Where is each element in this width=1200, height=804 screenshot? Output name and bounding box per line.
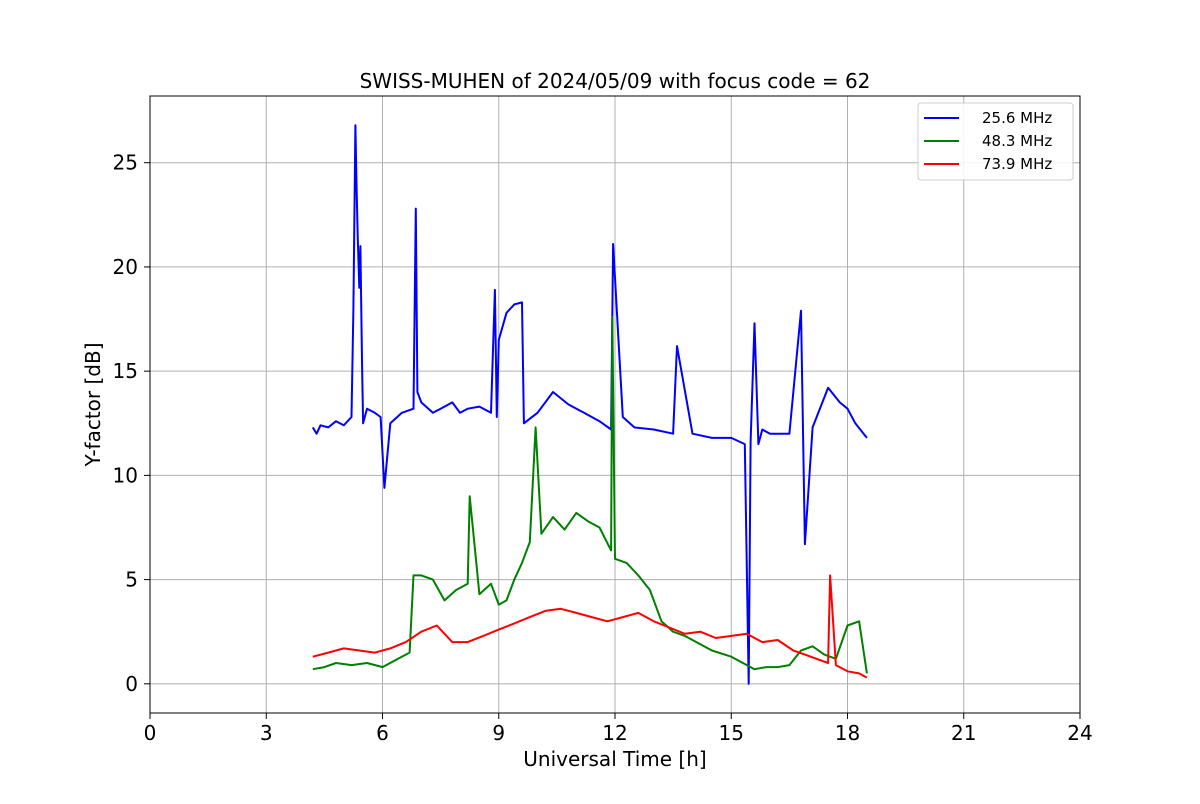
legend-label-1: 25.6 MHz bbox=[982, 109, 1052, 127]
x-tick-label: 6 bbox=[376, 721, 389, 745]
y-tick-label: 10 bbox=[113, 463, 138, 487]
x-tick-label: 18 bbox=[835, 721, 860, 745]
x-tick-label: 21 bbox=[951, 721, 976, 745]
x-tick-label: 9 bbox=[492, 721, 505, 745]
series-line-1 bbox=[311, 124, 868, 685]
y-tick-label: 5 bbox=[125, 568, 138, 592]
x-axis-label: Universal Time [h] bbox=[523, 747, 706, 771]
series-layer bbox=[311, 124, 868, 685]
series-line-3 bbox=[312, 574, 868, 679]
y-tick-label: 25 bbox=[113, 151, 138, 175]
legend-label-3: 73.9 MHz bbox=[982, 155, 1052, 173]
series-line-2 bbox=[312, 316, 868, 674]
ticks: 0 3 6 9 12 15 18 21 24 0 5 10 15 20 25 bbox=[113, 151, 1093, 745]
x-tick-label: 15 bbox=[719, 721, 744, 745]
x-tick-label: 12 bbox=[602, 721, 627, 745]
y-tick-label: 15 bbox=[113, 359, 138, 383]
chart-title: SWISS-MUHEN of 2024/05/09 with focus cod… bbox=[360, 69, 871, 93]
y-axis-label: Y-factor [dB] bbox=[81, 342, 105, 467]
legend-box bbox=[917, 102, 1074, 181]
legend: 25.6 MHz 48.3 MHz 73.9 MHz bbox=[917, 102, 1074, 181]
x-tick-label: 3 bbox=[260, 721, 273, 745]
y-tick-label: 20 bbox=[113, 255, 138, 279]
x-tick-label: 24 bbox=[1067, 721, 1092, 745]
legend-label-2: 48.3 MHz bbox=[982, 132, 1052, 150]
x-tick-label: 0 bbox=[144, 721, 157, 745]
y-tick-label: 0 bbox=[125, 672, 138, 696]
